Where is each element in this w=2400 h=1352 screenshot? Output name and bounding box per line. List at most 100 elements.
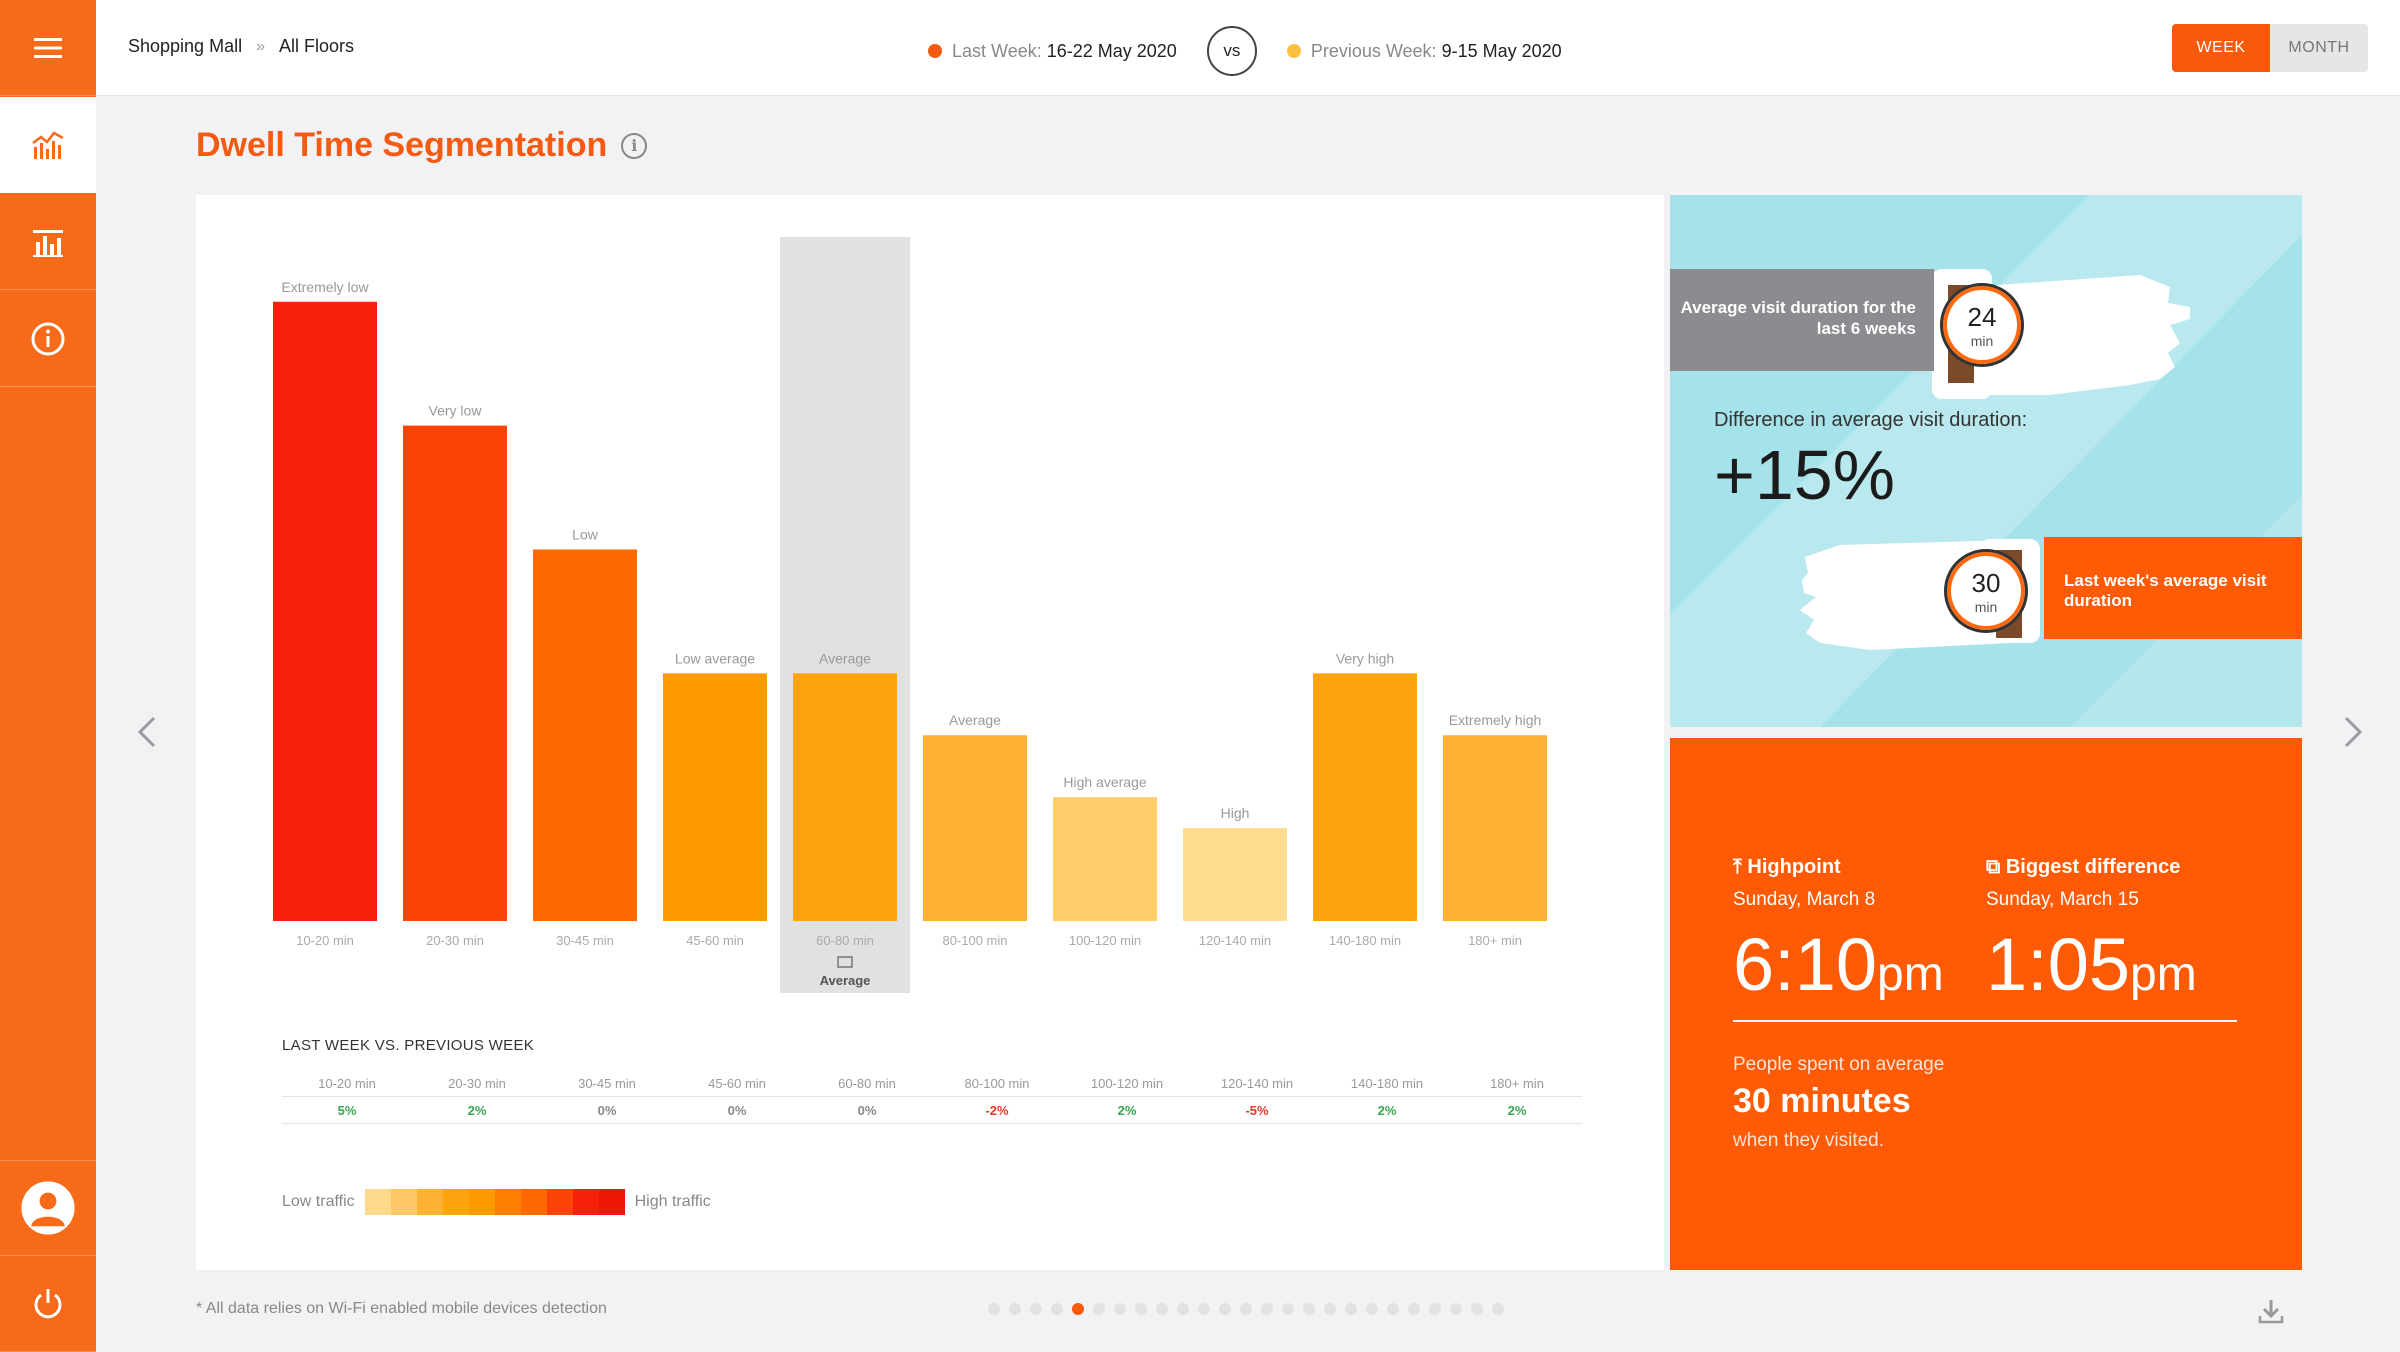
menu-button[interactable] xyxy=(0,0,96,96)
comparison-header-cell: 45-60 min xyxy=(708,1076,766,1091)
pagination-dot[interactable] xyxy=(1324,1303,1336,1315)
highpoint-time: 6:10 xyxy=(1733,923,1878,1006)
comparison-value-cell: 0% xyxy=(857,1102,877,1118)
pagination-dot[interactable] xyxy=(1114,1303,1126,1315)
sidebar-item-reports[interactable] xyxy=(0,194,96,290)
breadcrumb-item-floors[interactable]: All Floors xyxy=(278,36,354,56)
previous-week-legend: Previous Week: 9-15 May 2020 xyxy=(1286,41,1562,62)
comparison-value-cell: -2% xyxy=(985,1102,1009,1118)
pagination-dot[interactable] xyxy=(1387,1303,1399,1315)
pagination-dot[interactable] xyxy=(988,1303,1000,1315)
traffic-high-label: High traffic xyxy=(634,1193,711,1210)
pagination-dot[interactable] xyxy=(1303,1303,1315,1315)
bar-label: High xyxy=(1221,805,1250,821)
power-icon xyxy=(34,1288,62,1318)
pagination-dot[interactable] xyxy=(1093,1303,1105,1315)
page-title-text: Dwell Time Segmentation xyxy=(196,126,608,164)
bar xyxy=(1443,735,1547,921)
six-weeks-value: 24 xyxy=(1967,302,1997,332)
x-tick-label: 80-100 min xyxy=(942,933,1007,948)
chevron-left-icon[interactable] xyxy=(132,712,162,752)
pagination-dot[interactable] xyxy=(1240,1303,1252,1315)
pagination-dot[interactable] xyxy=(1282,1303,1294,1315)
visit-duration-panel: Average visit duration for the last 6 we… xyxy=(1670,195,2302,727)
x-tick-label: 60-80 min xyxy=(816,933,874,948)
download-icon[interactable] xyxy=(2256,1296,2286,1326)
sidebar-item-analytics[interactable] xyxy=(0,97,96,193)
x-tick-label: 20-30 min xyxy=(426,933,484,948)
info-icon[interactable]: i xyxy=(621,132,648,159)
last-week-legend: Last Week: 16-22 May 2020 xyxy=(928,41,1177,62)
pagination-dot[interactable] xyxy=(1492,1303,1504,1315)
pagination-dot[interactable] xyxy=(1450,1303,1462,1315)
traffic-low-label: Low traffic xyxy=(282,1193,355,1210)
last-week-duration-label: Last week's average visit duration xyxy=(2044,537,2302,639)
pagination-dot[interactable] xyxy=(1471,1303,1483,1315)
pagination-dot[interactable] xyxy=(1030,1303,1042,1315)
comparison-value-cell: 2% xyxy=(1507,1102,1527,1118)
difference-value: +15% xyxy=(1714,436,1895,514)
traffic-swatch xyxy=(572,1189,599,1215)
sidebar xyxy=(0,0,96,1352)
pagination-dot[interactable] xyxy=(1072,1303,1084,1315)
comparison-value-cell: 2% xyxy=(1117,1102,1137,1118)
profile-button[interactable] xyxy=(0,1160,96,1256)
traffic-swatch xyxy=(364,1189,391,1215)
bar xyxy=(1313,673,1417,921)
last-week-unit: min xyxy=(1974,599,1998,615)
divider xyxy=(1733,1020,2237,1022)
pagination-dot[interactable] xyxy=(1177,1303,1189,1315)
comparison-value-cell: 5% xyxy=(337,1102,357,1118)
pagination-dot[interactable] xyxy=(1429,1303,1441,1315)
traffic-swatch xyxy=(598,1189,625,1215)
bar-label: Low average xyxy=(675,650,755,666)
comparison-table: 10-20 min 20-30 min 30-45 min 45-60 min 60-8… xyxy=(282,1071,1582,1124)
info-icon xyxy=(31,322,65,355)
x-tick-label: 120-140 min xyxy=(1199,933,1271,948)
pagination-dot[interactable] xyxy=(1051,1303,1063,1315)
pagination-dot[interactable] xyxy=(1261,1303,1273,1315)
pagination-dot[interactable] xyxy=(1366,1303,1378,1315)
pagination-dot[interactable] xyxy=(1009,1303,1021,1315)
comparison-header-cell: 60-80 min xyxy=(838,1076,896,1091)
bar xyxy=(533,549,637,921)
pagination-dot[interactable] xyxy=(1345,1303,1357,1315)
bar xyxy=(793,673,897,921)
page-title: Dwell Time Segmentation i xyxy=(196,126,648,165)
x-tick-label: 100-120 min xyxy=(1069,933,1141,948)
sidebar-item-info[interactable] xyxy=(0,291,96,387)
six-weeks-unit: min xyxy=(1970,333,1994,349)
pagination-dot[interactable] xyxy=(1156,1303,1168,1315)
avg-six-weeks-label: Average visit duration for the last 6 we… xyxy=(1670,269,1934,371)
pagination-dot[interactable] xyxy=(1198,1303,1210,1315)
bar xyxy=(1183,828,1287,921)
watch-last-week: 30 min xyxy=(1944,549,2028,633)
chevron-right-icon[interactable] xyxy=(2338,712,2368,752)
comparison-header-cell: 140-180 min xyxy=(1350,1076,1424,1091)
pagination-dot[interactable] xyxy=(1219,1303,1231,1315)
bar-label: Average xyxy=(819,650,871,666)
week-button[interactable]: WEEK xyxy=(2172,24,2270,72)
logout-button[interactable] xyxy=(0,1256,96,1352)
highlight-caption: Average xyxy=(820,973,871,988)
last-week-dot xyxy=(928,43,942,58)
pagination-dots xyxy=(988,1303,1504,1315)
highpoint-label: Highpoint xyxy=(1747,856,1841,878)
biggest-difference-suffix: pm xyxy=(2130,948,2197,1001)
bar xyxy=(273,301,377,921)
x-tick-label: 140-180 min xyxy=(1329,933,1401,948)
envelope-icon xyxy=(837,956,853,968)
comparison-title: LAST WEEK VS. PREVIOUS WEEK xyxy=(282,1037,535,1054)
month-button[interactable]: MONTH xyxy=(2270,24,2368,72)
traffic-swatch xyxy=(416,1189,443,1215)
vs-badge: vs xyxy=(1206,26,1257,76)
spent-prefix: People spent on average xyxy=(1733,1054,1945,1075)
pagination-dot[interactable] xyxy=(1408,1303,1420,1315)
pagination-dot[interactable] xyxy=(1135,1303,1147,1315)
traffic-swatch xyxy=(442,1189,469,1215)
traffic-swatches xyxy=(364,1189,625,1215)
biggest-difference-date: Sunday, March 15 xyxy=(1986,889,2139,910)
breadcrumb-item-mall[interactable]: Shopping Mall xyxy=(128,36,243,56)
x-tick-label: 30-45 min xyxy=(556,933,614,948)
dwell-time-card: Extremely low 10-20 min Very low 20-30 min L… xyxy=(196,195,1664,1270)
